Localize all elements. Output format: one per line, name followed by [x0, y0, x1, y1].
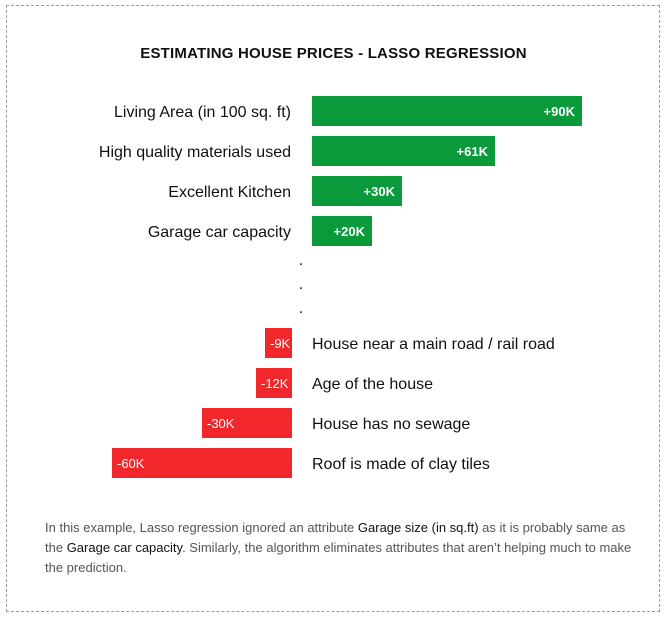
- bar-value-label: -60K: [117, 456, 145, 471]
- ellipsis-dot: .: [299, 276, 303, 293]
- bar-value-label: -12K: [261, 376, 289, 391]
- bar-high-quality-materials-used: [312, 136, 495, 166]
- category-label: High quality materials used: [99, 144, 291, 161]
- bar-value-label: -30K: [207, 416, 235, 431]
- chart-title: ESTIMATING HOUSE PRICES - LASSO REGRESSI…: [140, 45, 527, 62]
- bar-house-near-a-main-road-rail-road: [265, 328, 292, 358]
- note-text-2: as it is probably same as the: [45, 520, 626, 555]
- bar-value-label: -9K: [270, 336, 291, 351]
- chart-frame: [6, 5, 660, 612]
- explanation-note: In this example, Lasso regression ignore…: [45, 518, 635, 578]
- ellipsis-dot: .: [299, 300, 303, 317]
- category-label: House has no sewage: [312, 416, 470, 433]
- note-text-1: In this example, Lasso regression ignore…: [45, 520, 358, 535]
- ellipsis-dots: ...: [299, 252, 303, 317]
- bar-garage-car-capacity: [312, 216, 372, 246]
- category-label: Living Area (in 100 sq. ft): [114, 104, 291, 121]
- category-label: Age of the house: [312, 376, 433, 393]
- bar-value-label: +20K: [334, 224, 366, 239]
- bar-roof-is-made-of-clay-tiles: [112, 448, 292, 478]
- note-highlight-garage-size: Garage size (in sq.ft): [357, 520, 479, 535]
- category-label: Roof is made of clay tiles: [312, 456, 490, 473]
- bar-value-label: +30K: [364, 184, 396, 199]
- bar-house-has-no-sewage: [202, 408, 292, 438]
- category-label: Excellent Kitchen: [168, 184, 291, 201]
- bar-value-label: +61K: [457, 144, 489, 159]
- positive-bars: +90K Living Area (in 100 sq. ft) +61K High …: [99, 96, 582, 246]
- negative-bars: -9K House near a main road / rail road -12…: [112, 328, 555, 478]
- category-label: Garage car capacity: [148, 224, 291, 241]
- note-highlight-garage-capacity: Garage car capacity: [66, 540, 183, 555]
- ellipsis-dot: .: [299, 252, 303, 269]
- bar-living-area-in-100-sq-ft: [312, 96, 582, 126]
- category-label: House near a main road / rail road: [312, 336, 555, 353]
- bar-value-label: +90K: [544, 104, 576, 119]
- note-text-3: . Similarly, the algorithm eliminates at…: [45, 540, 632, 575]
- bar-excellent-kitchen: [312, 176, 402, 206]
- bar-age-of-the-house: [256, 368, 292, 398]
